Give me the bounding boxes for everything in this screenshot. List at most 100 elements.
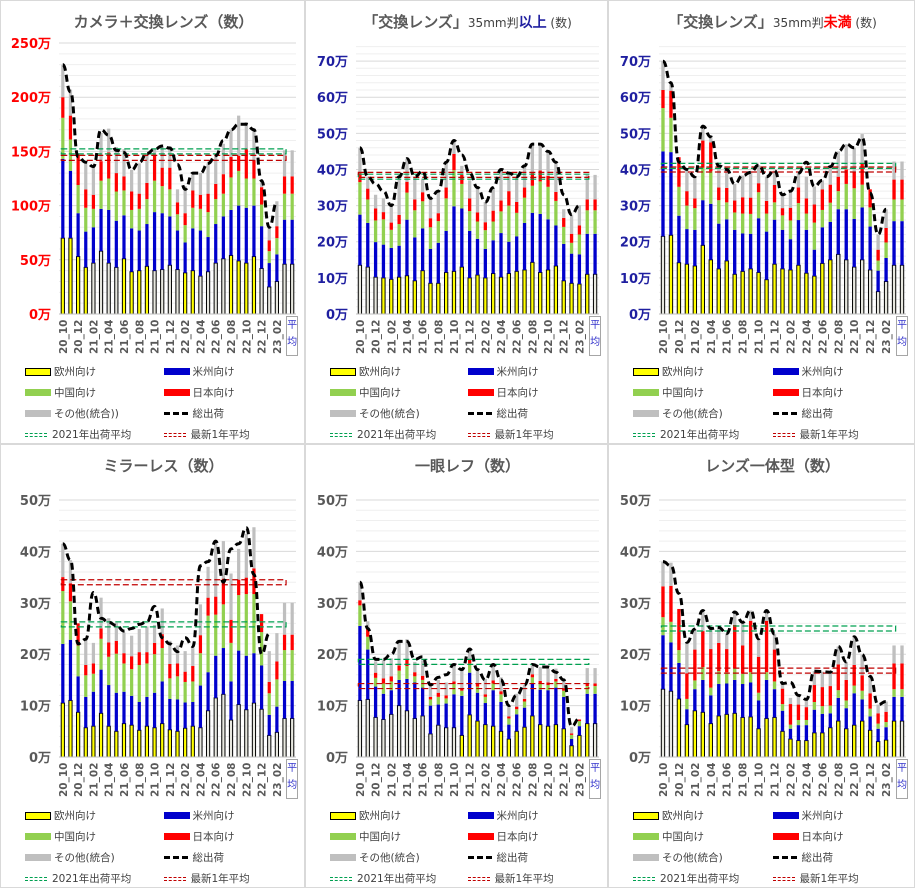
bar-segment-jp — [244, 577, 248, 595]
bar-segment-jp — [428, 218, 433, 228]
bar-segment-us — [884, 727, 888, 741]
bar-segment-jp — [145, 182, 149, 200]
bar-segment-us — [84, 696, 88, 728]
bar-segment-other — [884, 209, 888, 229]
bar-segment-us — [152, 692, 157, 728]
bar-segment-other — [389, 658, 393, 677]
bar-segment-other — [507, 707, 511, 717]
x-tick-label: 23_02 — [574, 320, 586, 354]
legend-label: 日本向け — [192, 387, 235, 399]
bar-segment-other — [685, 169, 689, 192]
legend-jp: 日本向け — [772, 384, 905, 401]
x-tick-label: 22_02 — [180, 763, 192, 797]
legend-swatch — [25, 389, 51, 396]
x-tick-label: 20_12 — [674, 320, 686, 354]
legend-label: 中国向け — [662, 387, 704, 399]
bar-segment-eu — [121, 723, 127, 758]
x-tick-label: 23_02 — [272, 763, 284, 797]
bar-segment-eu — [506, 738, 512, 758]
bar-segment-eu — [83, 266, 88, 315]
y-tick-label: 50万 — [620, 127, 651, 142]
bar-segment-us — [701, 679, 705, 713]
x-tick-label: 21_02 — [88, 320, 100, 354]
legend-avg2021: 2021年出荷平均 — [25, 426, 156, 443]
bar-segment-jp — [585, 199, 589, 211]
bar-segment-other — [99, 597, 103, 629]
bar-segment-jp — [206, 193, 210, 213]
bar-segment-eu — [282, 717, 287, 758]
x-tick-label: 22_06 — [512, 320, 524, 354]
bar-segment-other — [259, 180, 264, 188]
x-tick-label: 22_06 — [817, 320, 829, 354]
bar-segment-eu — [684, 263, 690, 315]
bar-segment-other — [725, 169, 729, 188]
bar-segment-cn — [99, 638, 103, 670]
bar-segment-jp — [114, 173, 118, 192]
bar-segment-cn — [546, 685, 550, 691]
bar-segment-eu — [365, 698, 370, 758]
bar-segment-us — [428, 248, 433, 284]
bar-segment-eu — [788, 738, 793, 758]
bar-segment-jp — [748, 620, 753, 673]
bar-segment-cn — [267, 693, 271, 715]
y-tick-label: 50万 — [20, 494, 51, 509]
bar-segment-eu — [772, 716, 777, 758]
bar-segment-eu — [357, 264, 363, 315]
bar-segment-other — [61, 64, 65, 98]
bar-segment-eu — [404, 275, 410, 315]
bar-segment-jp — [812, 204, 817, 223]
legend-label: 最新1年平均 — [799, 429, 859, 441]
bar-segment-jp — [373, 672, 378, 678]
bar-segment-other — [756, 638, 761, 657]
bar-segment-other — [405, 639, 409, 660]
bar-segment-us — [413, 682, 417, 719]
bar-segment-us — [76, 213, 80, 257]
bar-segment-jp — [114, 640, 118, 654]
chart-title: レンズ一体型（数） — [705, 457, 840, 475]
bar-segment-cn — [515, 709, 519, 715]
legend-swatch — [25, 854, 51, 861]
y-tick-label: 30万 — [317, 200, 348, 215]
bar-segment-eu — [716, 268, 721, 315]
bar-segment-eu — [167, 264, 172, 315]
bar-segment-cn — [546, 186, 550, 220]
bar-segment-eu — [459, 734, 464, 758]
bar-segment-us — [507, 241, 511, 274]
x-tick-label: 22_12 — [559, 763, 571, 797]
bar-segment-eu — [498, 276, 504, 315]
bar-segment-jp — [828, 184, 832, 203]
bar-segment-us — [530, 683, 535, 716]
bar-segment-us — [780, 710, 785, 732]
bar-segment-eu — [530, 261, 535, 315]
x-tick-label: 21_04 — [402, 320, 414, 354]
legend-swatch — [330, 854, 356, 861]
bar-segment-eu — [144, 725, 150, 758]
bar-segment-us — [483, 703, 487, 725]
legend-label: 日本向け — [801, 387, 844, 399]
legend-swatch — [467, 432, 490, 437]
bar-segment-eu — [244, 709, 249, 758]
bar-segment-us — [282, 680, 287, 719]
bar-segment-jp — [259, 187, 264, 205]
bar-segment-cn — [460, 690, 464, 696]
bar-segment-jp — [577, 719, 582, 722]
x-tick-label: 21_06 — [119, 320, 131, 354]
legend-label: 最新1年平均 — [190, 429, 250, 441]
bar-segment-cn — [709, 171, 713, 204]
bar-segment-cn — [99, 180, 103, 209]
bar-segment-us — [577, 254, 582, 285]
legend-swatch — [772, 432, 795, 437]
bar-segment-eu — [844, 259, 849, 315]
bar-segment-eu — [867, 729, 873, 758]
bar-segment-eu — [91, 262, 96, 315]
x-tick-label: 22_08 — [527, 320, 539, 354]
bar-segment-other — [740, 622, 745, 646]
bar-segment-us — [669, 642, 673, 692]
bar-segment-eu — [483, 277, 488, 315]
bar-segment-us — [828, 221, 832, 260]
legend-total: 総出荷 — [772, 849, 905, 866]
bar-segment-us — [61, 643, 65, 704]
bar-segment-cn — [836, 690, 840, 698]
chart-title-part: (数) — [852, 15, 877, 30]
bar-segment-other — [538, 144, 542, 171]
